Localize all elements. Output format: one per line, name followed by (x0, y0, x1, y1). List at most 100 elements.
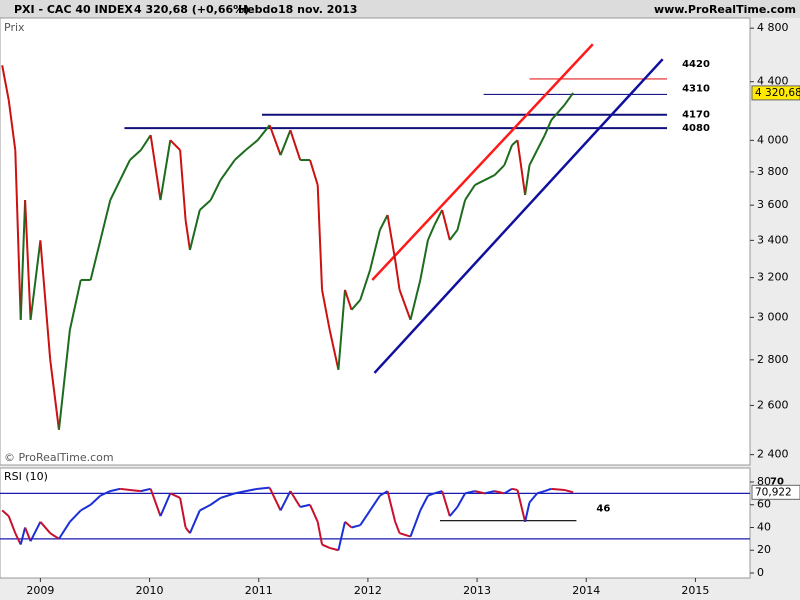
series-segment (464, 184, 476, 201)
series-segment (379, 490, 389, 497)
series-segment (1, 65, 10, 101)
series-segment (279, 490, 292, 511)
series-segment (337, 289, 346, 370)
series-segment (321, 289, 331, 331)
series-segment (256, 124, 271, 141)
source: www.ProRealTime.com (654, 3, 796, 16)
level-label: 4170 (682, 110, 710, 121)
series-segment (564, 488, 574, 494)
series-segment (179, 497, 187, 528)
y-label: Prix (4, 21, 25, 34)
series-segment (7, 100, 17, 151)
series-segment (359, 509, 371, 526)
series-segment (427, 492, 435, 497)
level-label: 4420 (682, 59, 710, 70)
series-segment (234, 490, 246, 495)
series-segment (316, 521, 324, 545)
series-segment (110, 487, 121, 493)
series-segment (419, 495, 429, 511)
series-segment (543, 119, 553, 136)
x-tick-label: 2014 (572, 584, 600, 597)
series-segment (484, 490, 495, 495)
series-segment (337, 521, 346, 551)
series-segment (68, 279, 82, 331)
series-segment (268, 124, 282, 156)
series-segment (369, 495, 381, 511)
series-segment (245, 487, 258, 493)
series-segment (24, 200, 32, 320)
y-tick-label: 60 (757, 498, 771, 511)
last-value-box (751, 484, 800, 500)
series-segment (19, 527, 27, 545)
series-segment (29, 521, 42, 542)
series-segment (503, 487, 513, 495)
series-segment (199, 199, 212, 211)
series-segment (351, 524, 361, 529)
series-segment (528, 149, 539, 166)
last-value-label: 4 320,68 (755, 87, 800, 99)
series-segment (394, 521, 401, 534)
series-segment (398, 289, 412, 321)
series-segment (169, 139, 181, 151)
chart-title: PXI - CAC 40 INDEX (14, 3, 133, 16)
series-segment (24, 527, 32, 542)
y-tick-label: 2 800 (757, 353, 789, 366)
series-segment (309, 504, 319, 523)
series-segment (268, 487, 282, 511)
series-segment (29, 240, 42, 320)
series-segment (493, 164, 506, 176)
series-segment (89, 239, 102, 281)
series-segment (159, 492, 172, 517)
series-segment (511, 487, 518, 491)
series-segment (14, 532, 22, 545)
y-tick-label: 2 600 (757, 398, 789, 411)
y-tick-label: 3 200 (757, 271, 789, 284)
level-label: 4310 (682, 83, 710, 94)
series-segment (244, 139, 259, 151)
series-segment (448, 229, 459, 241)
series-segment (49, 359, 60, 430)
series-segment (210, 497, 222, 506)
series-segment (184, 526, 191, 534)
series-segment (528, 492, 538, 504)
series-segment (279, 129, 292, 156)
series-segment (109, 179, 121, 201)
y-tick-label: 40 (757, 520, 771, 533)
x-tick-label: 2015 (681, 584, 709, 597)
y-tick-label: 20 (757, 543, 771, 556)
series-segment (139, 134, 152, 151)
series-segment (257, 486, 270, 490)
x-tick-label: 2009 (26, 584, 54, 597)
series-segment (433, 209, 444, 226)
series-segment (441, 490, 451, 517)
series-segment (129, 488, 141, 493)
series-segment (309, 159, 319, 186)
series-segment (511, 139, 519, 146)
last-value-label: 70,922 (755, 486, 792, 498)
series-segment (524, 165, 531, 196)
series-segment (129, 149, 142, 161)
y-tick-label: 4 800 (757, 21, 789, 34)
series-segment (220, 492, 236, 499)
series-segment (474, 179, 486, 186)
series-segment (550, 104, 566, 121)
series-segment (119, 159, 131, 181)
series-segment (536, 134, 546, 151)
series-segment (464, 490, 476, 495)
y-tick-label: 3 000 (757, 310, 789, 323)
series-segment (179, 150, 187, 221)
series-segment (456, 492, 466, 508)
series-segment (516, 489, 527, 523)
series-segment (1, 509, 10, 517)
series-segment (399, 532, 411, 538)
series-segment (89, 494, 102, 506)
series-segment (344, 289, 353, 311)
series-segment (474, 490, 485, 495)
series-segment (299, 503, 311, 508)
series-segment (234, 149, 247, 161)
price-panel (0, 17, 751, 466)
series-segment (551, 487, 565, 491)
series-segment (14, 150, 22, 320)
series-segment (350, 299, 362, 311)
